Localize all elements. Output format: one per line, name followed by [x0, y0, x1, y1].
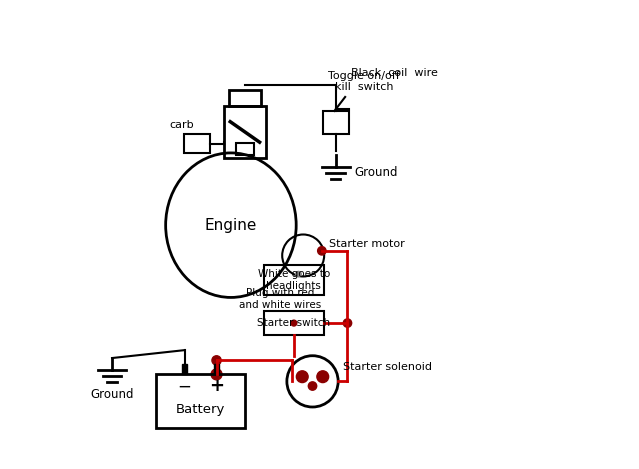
Text: Starter switch: Starter switch: [258, 318, 330, 328]
Text: carb: carb: [169, 120, 194, 129]
Bar: [236, 144, 254, 155]
Text: +: +: [209, 377, 224, 395]
Bar: [263, 311, 324, 335]
Circle shape: [211, 369, 222, 380]
Circle shape: [296, 371, 308, 383]
Text: Starter motor: Starter motor: [329, 239, 404, 249]
Bar: [323, 111, 349, 134]
Bar: [184, 134, 210, 153]
Text: Plug with red
and white wires: Plug with red and white wires: [239, 288, 321, 310]
Circle shape: [318, 247, 326, 255]
Text: Black  coil  wire: Black coil wire: [351, 68, 438, 78]
Circle shape: [317, 371, 328, 383]
Bar: [229, 90, 261, 106]
Bar: [214, 364, 219, 374]
Text: Ground: Ground: [90, 388, 134, 401]
Text: Battery: Battery: [176, 403, 226, 416]
Text: Engine: Engine: [204, 218, 257, 233]
Circle shape: [291, 320, 296, 326]
Circle shape: [343, 319, 351, 327]
Text: Ground: Ground: [355, 166, 398, 180]
Text: Toggle on/off
kill  switch: Toggle on/off kill switch: [328, 71, 399, 92]
Circle shape: [296, 272, 301, 277]
Text: −: −: [178, 377, 192, 395]
Bar: [182, 364, 187, 374]
Circle shape: [212, 356, 221, 365]
Text: White goes to
headlights: White goes to headlights: [258, 269, 330, 291]
Bar: [224, 106, 266, 158]
Bar: [157, 374, 245, 428]
Bar: [263, 265, 324, 295]
Circle shape: [308, 382, 317, 390]
Text: Starter solenoid: Starter solenoid: [343, 363, 432, 372]
